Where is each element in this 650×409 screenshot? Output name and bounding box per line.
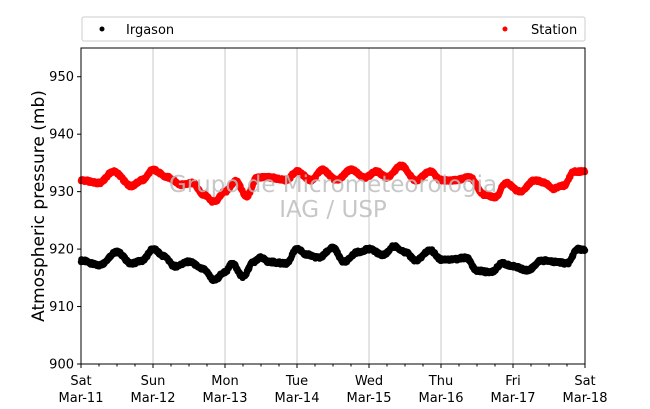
legend-marker-station: [502, 26, 508, 32]
legend-box: [81, 16, 586, 42]
y-tick-label: 900: [49, 358, 74, 373]
y-axis-label: Atmospheric pressure (mb): [29, 90, 49, 322]
x-tick-label-day: Tue: [285, 374, 308, 389]
series-layer: [77, 161, 589, 285]
y-tick-label: 950: [49, 70, 74, 85]
x-tick-label-day: Mon: [211, 374, 238, 389]
x-tick-label-date: Mar-13: [203, 391, 248, 406]
x-tick-label-date: Mar-16: [419, 391, 464, 406]
series-station: [77, 161, 589, 206]
y-axis: 900 910 920 930 940 950: [49, 70, 81, 373]
x-tick-label-day: Thu: [428, 374, 453, 389]
x-tick-label-date: Mar-12: [131, 391, 176, 406]
legend: Irgason Station: [81, 16, 586, 42]
x-tick-label-date: Mar-18: [563, 391, 608, 406]
x-axis: Sat Mar-11 Sun Mar-12 Mon Mar-13 Tue Mar-14 Wed M…: [59, 364, 608, 406]
plot-background: [81, 48, 585, 364]
y-tick-label: 940: [49, 128, 74, 143]
x-tick-label-day: Sat: [574, 374, 595, 389]
series-irgason: [77, 242, 589, 285]
y-tick-label: 920: [49, 243, 74, 258]
x-tick-label-day: Fri: [505, 374, 521, 389]
legend-marker-irgason: [99, 26, 105, 32]
x-tick-label-day: Sun: [141, 374, 166, 389]
legend-label-irgason: Irgason: [126, 23, 174, 38]
grid-lines: [152, 48, 514, 364]
watermark-line-1: Grupo de Micrometeorologia: [169, 172, 497, 198]
watermark-line-2: IAG / USP: [279, 197, 387, 223]
x-tick-label-date: Mar-17: [491, 391, 536, 406]
x-tick-label-date: Mar-14: [275, 391, 320, 406]
watermark: Grupo de Micrometeorologia IAG / USP: [169, 172, 497, 223]
y-tick-label: 910: [49, 300, 74, 315]
y-tick-label: 930: [49, 185, 74, 200]
x-tick-label-day: Wed: [355, 374, 383, 389]
x-tick-label-date: Mar-11: [59, 391, 104, 406]
legend-label-station: Station: [531, 23, 577, 38]
x-tick-label-day: Sat: [70, 374, 91, 389]
x-tick-label-date: Mar-15: [347, 391, 392, 406]
